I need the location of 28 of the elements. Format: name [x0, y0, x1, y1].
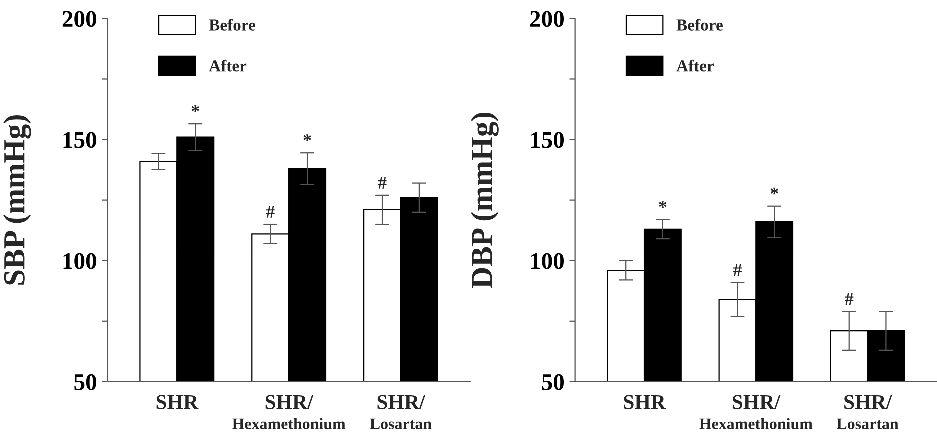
y-tick-label: 50	[74, 374, 96, 390]
y-axis-title: DBP (mmHg)	[470, 112, 499, 288]
x-tick-label: SHR/ Losartan	[837, 395, 899, 430]
legend-label: After	[209, 60, 247, 72]
legend-label: Before	[209, 18, 256, 31]
y-tick-label: 100	[64, 253, 96, 270]
annotation: *	[192, 106, 200, 112]
legend-label: After	[676, 60, 714, 72]
annotation: *	[770, 188, 778, 195]
y-tick-label: 200	[530, 11, 564, 28]
annotation: #	[266, 206, 275, 218]
x-tick-label: SHR	[624, 395, 666, 410]
legend-label: Before	[676, 18, 723, 31]
annotation: *	[304, 134, 312, 142]
y-tick-label: 100	[531, 253, 564, 270]
x-tick-label: SHR	[156, 395, 199, 410]
y-tick-label: 200	[62, 11, 96, 28]
y-tick-label: 150	[531, 132, 564, 148]
annotation: *	[659, 201, 667, 208]
annotation: #	[378, 177, 387, 189]
x-tick-label: SHR/ Hexamethonium	[232, 395, 346, 430]
x-tick-label: SHR/ Hexamethonium	[700, 395, 813, 430]
y-tick-label: 150	[64, 132, 96, 148]
annotation: #	[733, 264, 742, 276]
annotation: #	[845, 293, 854, 306]
x-tick-label: SHR/ Losartan	[370, 395, 432, 430]
y-tick-label: 50	[542, 374, 564, 390]
y-axis-title: SBP (mmHg)	[3, 116, 32, 285]
